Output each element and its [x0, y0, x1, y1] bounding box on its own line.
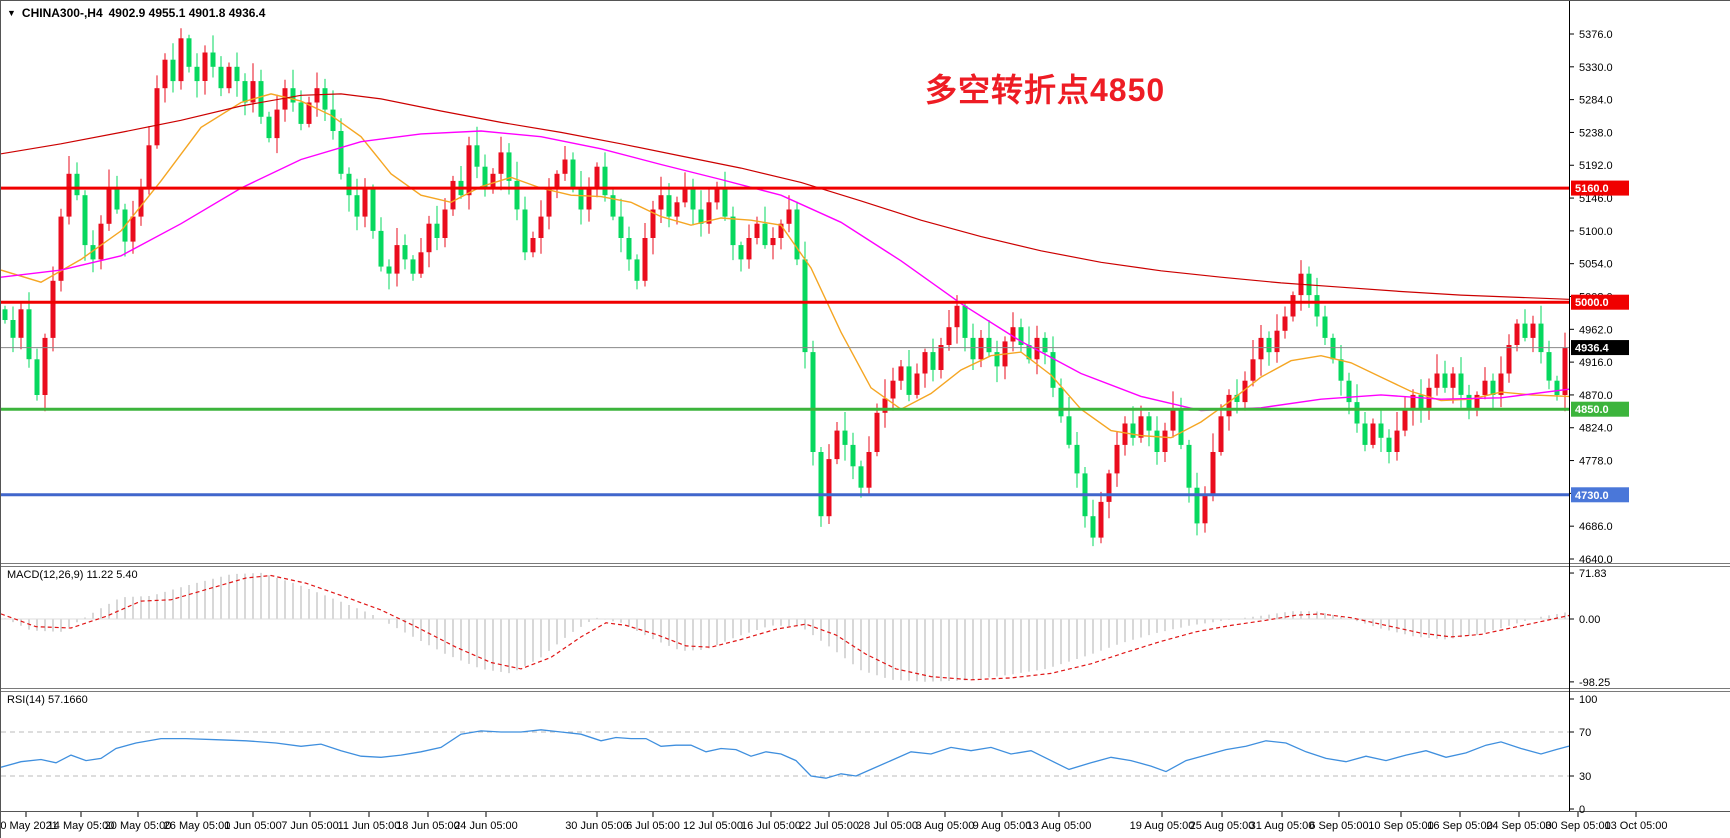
ma-mid-line — [1, 130, 1570, 412]
rsi-tick: 100 — [1579, 694, 1597, 706]
price-tick: 4870.0 — [1579, 390, 1613, 402]
date-label: 25 Aug 05:00 — [1190, 820, 1255, 832]
price-axis: 5376.0 5330.0 5284.0 5238.0 5192.0 5146.0 5100… — [1569, 29, 1629, 566]
ma-slow-line — [1, 93, 1570, 300]
chart-header: ▼ CHINA300-,H4 4902.9 4955.1 4901.8 4936… — [7, 6, 265, 20]
rsi-tick: 70 — [1579, 727, 1591, 739]
date-label: 24 Sep 05:00 — [1486, 820, 1551, 832]
price-tick: 4962.0 — [1579, 324, 1613, 336]
date-label: 13 Aug 05:00 — [1027, 820, 1092, 832]
rsi-indicator-label: RSI(14) 57.1660 — [7, 694, 88, 706]
price-tick: 5146.0 — [1579, 193, 1613, 205]
support-4730-badge — [1571, 487, 1629, 503]
macd-tick: 0.00 — [1579, 614, 1600, 626]
macd-tick: -98.25 — [1579, 677, 1610, 689]
price-tick: 5054.0 — [1579, 259, 1613, 271]
price-tick: 4824.0 — [1579, 423, 1613, 435]
macd-signal-line — [1, 574, 1570, 681]
date-label: 30 Jun 05:00 — [565, 820, 629, 832]
svg-text:5160.0: 5160.0 — [1575, 183, 1609, 195]
price-tick: 4778.0 — [1579, 456, 1613, 468]
price-tick: 5238.0 — [1579, 127, 1613, 139]
price-tick: 5376.0 — [1579, 29, 1613, 41]
resistance-5000-badge — [1571, 294, 1629, 310]
date-label: 13 Oct 05:00 — [1605, 820, 1668, 832]
macd-indicator-label: MACD(12,26,9) 11.22 5.40 — [7, 569, 138, 581]
date-label: 31 Aug 05:00 — [1250, 820, 1315, 832]
price-tick: 5330.0 — [1579, 62, 1613, 74]
date-label: 11 Jun 05:00 — [338, 820, 401, 832]
date-label: 14 May 05:00 — [48, 820, 115, 832]
date-label: 16 Jul 05:00 — [741, 820, 801, 832]
resistance-5160-badge — [1571, 180, 1629, 196]
date-label: 28 Jul 05:00 — [858, 820, 918, 832]
svg-text:5000.0: 5000.0 — [1575, 297, 1609, 309]
rsi-line — [1, 729, 1570, 779]
date-label: 12 Jul 05:00 — [683, 820, 743, 832]
date-label: 26 May 05:00 — [164, 820, 231, 832]
symbol-title: CHINA300-,H4 — [21, 6, 103, 20]
rsi-tick: 30 — [1579, 771, 1591, 783]
svg-text:4850.0: 4850.0 — [1575, 404, 1609, 416]
date-label: 19 Aug 05:00 — [1130, 820, 1195, 832]
date-label: 6 Jul 05:00 — [626, 820, 680, 832]
price-tick: 4686.0 — [1579, 521, 1613, 533]
pivot-4850-badge — [1571, 401, 1629, 417]
date-label: 16 Sep 05:00 — [1427, 820, 1492, 832]
current-price-badge — [1571, 340, 1629, 356]
ohlc-readout: 4902.9 4955.1 4901.8 4936.4 — [108, 6, 266, 20]
date-label: 7 Jun 05:00 — [281, 820, 339, 832]
collapse-arrow-icon[interactable]: ▼ — [7, 7, 16, 18]
price-tick: 4640.0 — [1579, 554, 1613, 566]
frame-lines — [1, 1, 1730, 812]
date-label: 18 Jun 05:00 — [396, 820, 460, 832]
date-label: 6 Sep 05:00 — [1309, 820, 1368, 832]
rsi-axis: 100 70 30 0 — [1569, 694, 1597, 816]
date-label: 30 Sep 05:00 — [1545, 820, 1610, 832]
date-label: 3 Aug 05:00 — [916, 820, 975, 832]
date-label: 20 May 05:00 — [105, 820, 172, 832]
svg-text:4936.4: 4936.4 — [1575, 343, 1610, 355]
macd-histogram — [1, 572, 1569, 682]
date-label: 10 May 2021 — [1, 820, 58, 832]
date-label: 22 Jul 05:00 — [799, 820, 859, 832]
date-label: 1 Jun 05:00 — [224, 820, 282, 832]
price-tick: 5284.0 — [1579, 95, 1613, 107]
macd-axis: 71.83 0.00 -98.25 — [1569, 568, 1610, 689]
ma-fast-line — [1, 93, 1570, 439]
price-tick: 4916.0 — [1579, 357, 1613, 369]
rsi-layer — [1, 729, 1570, 779]
price-levels-layer — [1, 186, 1569, 497]
annotation-text: 多空转折点4850 — [925, 72, 1166, 108]
rsi-tick: 0 — [1579, 804, 1585, 816]
svg-text:4730.0: 4730.0 — [1575, 490, 1609, 502]
date-label: 10 Sep 05:00 — [1368, 820, 1433, 832]
date-label: 24 Jun 05:00 — [454, 820, 518, 832]
macd-tick: 71.83 — [1579, 568, 1607, 580]
price-tick: 5100.0 — [1579, 226, 1613, 238]
price-tick: 5192.0 — [1579, 160, 1613, 172]
date-label: 9 Aug 05:00 — [973, 820, 1032, 832]
